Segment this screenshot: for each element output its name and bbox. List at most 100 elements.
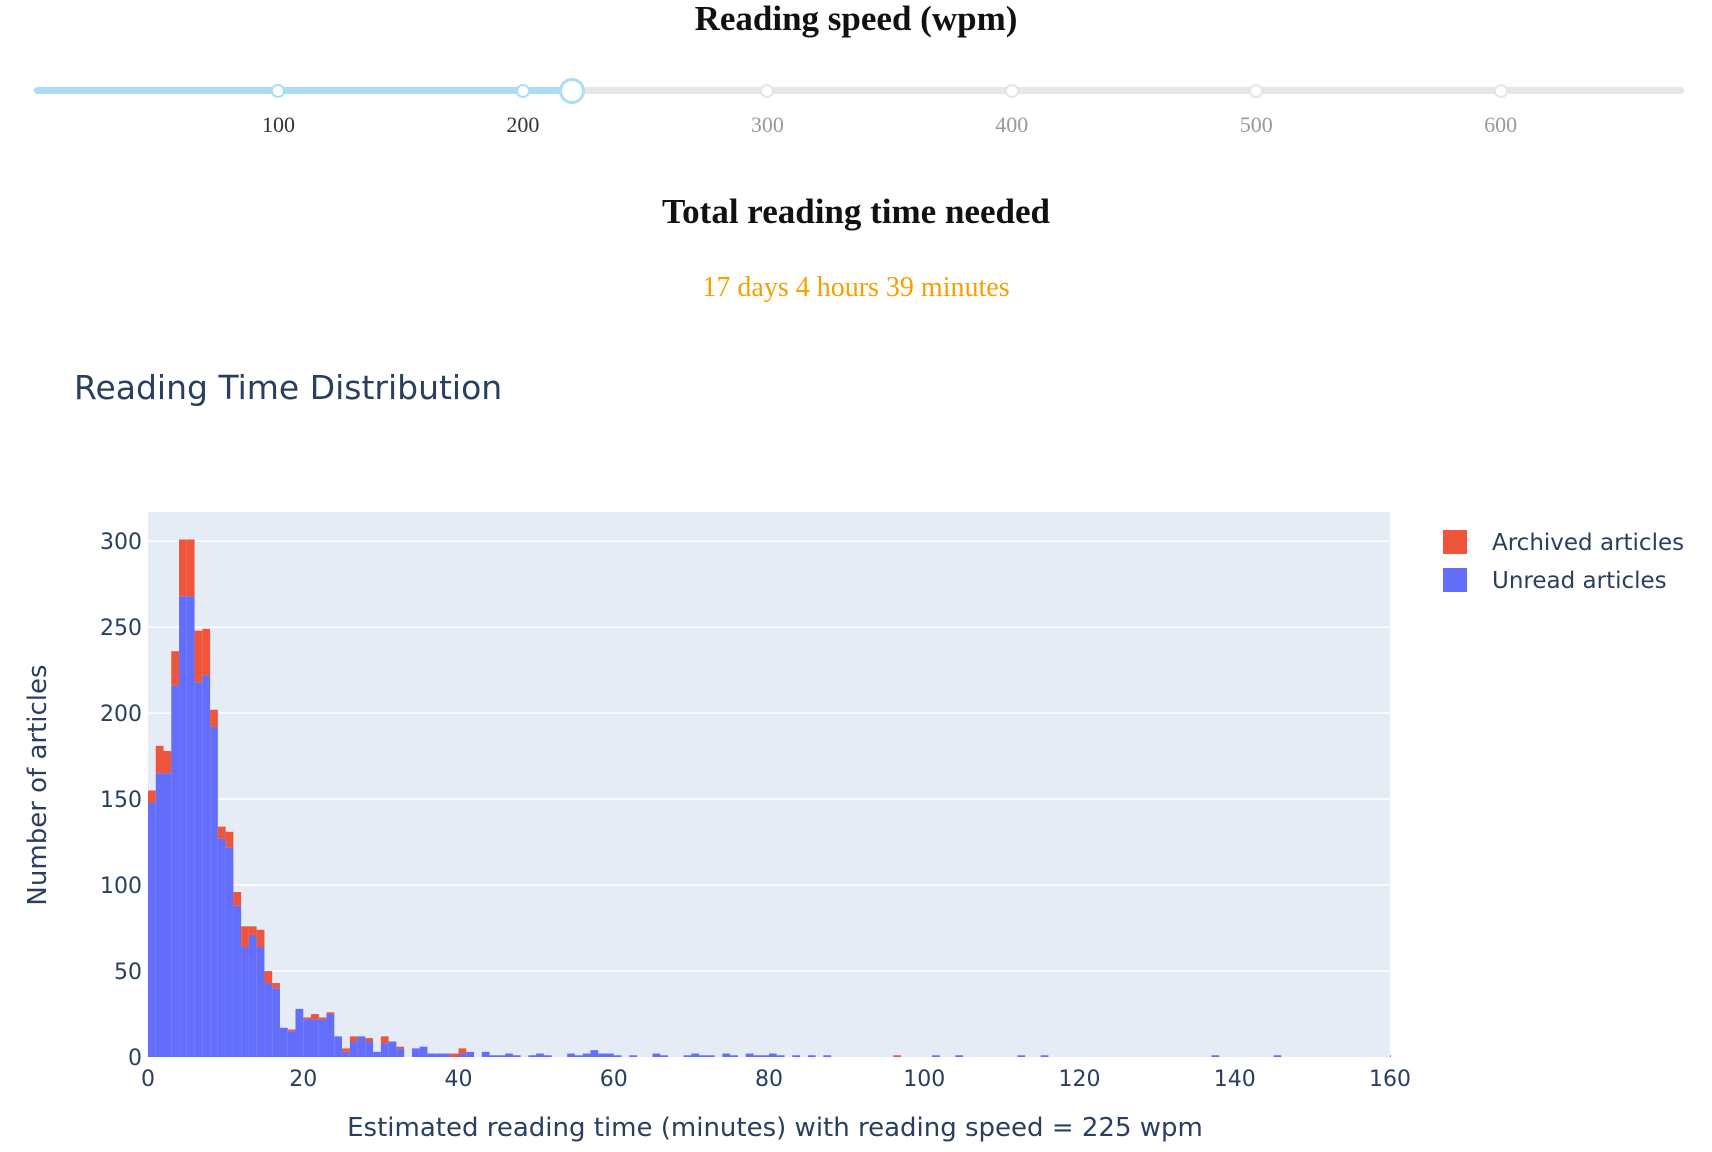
total-time-title: Total reading time needed <box>662 192 1050 231</box>
slider-mark-label[interactable]: 100 <box>261 112 295 137</box>
bar-unread-articles <box>373 1051 381 1057</box>
reading-speed-slider[interactable]: 100 200 300 400 500 600 <box>34 70 1684 150</box>
bar-archived-articles <box>186 539 195 597</box>
bar-unread-articles <box>955 1055 964 1057</box>
bar-unread-articles <box>512 1055 521 1057</box>
bar-unread-articles <box>497 1055 506 1057</box>
y-tick-label: 250 <box>100 616 142 641</box>
bar-archived-articles <box>318 1017 327 1020</box>
bar-unread-articles <box>536 1053 544 1057</box>
x-tick-label: 80 <box>755 1067 783 1092</box>
bar-unread-articles <box>303 1019 312 1057</box>
slider-dot-500[interactable] <box>1249 84 1264 98</box>
bar-unread-articles <box>1040 1055 1049 1057</box>
bar-unread-articles <box>342 1051 350 1057</box>
bar-unread-articles <box>489 1055 498 1057</box>
plot-area <box>148 512 1390 1057</box>
bar-unread-articles <box>279 1027 288 1057</box>
bar-unread-articles <box>411 1048 420 1057</box>
x-tick-label: 140 <box>1214 1067 1256 1092</box>
bar-archived-articles <box>458 1048 467 1054</box>
slider-track[interactable] <box>34 87 572 94</box>
x-tick-label: 40 <box>445 1067 473 1092</box>
total-time-value: 17 days 4 hours 39 minutes <box>702 272 1010 303</box>
x-tick-label: 160 <box>1369 1067 1411 1092</box>
bar-archived-articles <box>233 891 242 906</box>
bar-unread-articles <box>683 1055 692 1057</box>
x-tick-label: 20 <box>289 1067 317 1092</box>
bar-unread-articles <box>776 1055 785 1057</box>
bar-unread-articles <box>932 1055 940 1057</box>
bar-unread-articles <box>1017 1055 1026 1057</box>
slider-dot-300[interactable] <box>760 84 775 98</box>
bar-unread-articles <box>652 1053 661 1057</box>
bar-unread-articles <box>629 1055 638 1057</box>
y-tick-label: 200 <box>100 702 142 727</box>
x-tick-label: 60 <box>600 1067 628 1092</box>
x-tick-label: 120 <box>1059 1067 1101 1092</box>
slider-mark-label[interactable]: 600 <box>1484 112 1518 137</box>
bar-archived-articles <box>171 651 180 686</box>
bar-archived-articles <box>179 539 187 597</box>
bar-unread-articles <box>388 1041 397 1057</box>
bar-unread-articles <box>233 905 242 1057</box>
bar-unread-articles <box>163 773 172 1057</box>
bar-unread-articles <box>706 1055 715 1057</box>
bar-unread-articles <box>311 1019 319 1057</box>
bar-unread-articles <box>148 802 156 1057</box>
bar-unread-articles <box>753 1055 762 1057</box>
bar-unread-articles <box>225 847 234 1057</box>
legend-label: Archived articles <box>1492 530 1684 556</box>
x-axis-label: Estimated reading time (minutes) with re… <box>347 1113 1203 1143</box>
bar-unread-articles <box>287 1031 296 1057</box>
bar-archived-articles <box>272 983 280 989</box>
bar-unread-articles <box>295 1008 304 1057</box>
bar-unread-articles <box>598 1053 606 1057</box>
bar-unread-articles <box>807 1055 816 1057</box>
bar-unread-articles <box>691 1053 700 1057</box>
legend-swatch <box>1443 568 1467 592</box>
bar-unread-articles <box>334 1036 343 1057</box>
bar-unread-articles <box>660 1055 669 1057</box>
bar-archived-articles <box>311 1014 319 1020</box>
bar-unread-articles <box>264 983 273 1057</box>
bar-archived-articles <box>241 926 249 947</box>
slider-mark-label[interactable]: 300 <box>750 112 784 137</box>
slider-dot-400[interactable] <box>1004 84 1019 98</box>
bar-archived-articles <box>365 1038 374 1042</box>
bar-unread-articles <box>365 1041 374 1057</box>
bar-unread-articles <box>722 1053 731 1057</box>
bar-archived-articles <box>210 709 218 727</box>
bar-archived-articles <box>326 1012 335 1015</box>
bar-unread-articles <box>505 1053 513 1057</box>
slider-dot-100[interactable] <box>271 84 286 98</box>
bar-unread-articles <box>186 596 195 1057</box>
slider-dot-600[interactable] <box>1493 84 1508 98</box>
bar-unread-articles <box>543 1055 552 1057</box>
y-tick-label: 50 <box>114 960 142 985</box>
bar-archived-articles <box>380 1036 389 1044</box>
y-tick-label: 100 <box>100 874 142 899</box>
slider-mark-label[interactable]: 200 <box>506 112 540 137</box>
bar-archived-articles <box>202 628 211 676</box>
bar-unread-articles <box>582 1053 591 1057</box>
chart-title: Reading Time Distribution <box>74 368 502 407</box>
slider-mark-label[interactable]: 500 <box>1239 112 1273 137</box>
bar-unread-articles <box>699 1055 707 1057</box>
legend-label: Unread articles <box>1492 568 1667 594</box>
bar-unread-articles <box>590 1050 599 1057</box>
slider-dot-200[interactable] <box>515 84 530 98</box>
bar-unread-articles <box>318 1019 327 1057</box>
slider-mark-label[interactable]: 400 <box>995 112 1029 137</box>
y-tick-label: 300 <box>100 530 142 555</box>
bar-unread-articles <box>194 682 203 1057</box>
bar-unread-articles <box>256 946 265 1057</box>
bar-unread-articles <box>574 1055 583 1057</box>
slider-rail[interactable] <box>34 87 1684 94</box>
slider-handle[interactable] <box>558 78 585 104</box>
bar-unread-articles <box>326 1014 335 1057</box>
bar-unread-articles <box>179 596 187 1057</box>
bar-unread-articles <box>528 1055 537 1057</box>
bar-unread-articles <box>248 934 257 1057</box>
bar-unread-articles <box>241 946 249 1057</box>
